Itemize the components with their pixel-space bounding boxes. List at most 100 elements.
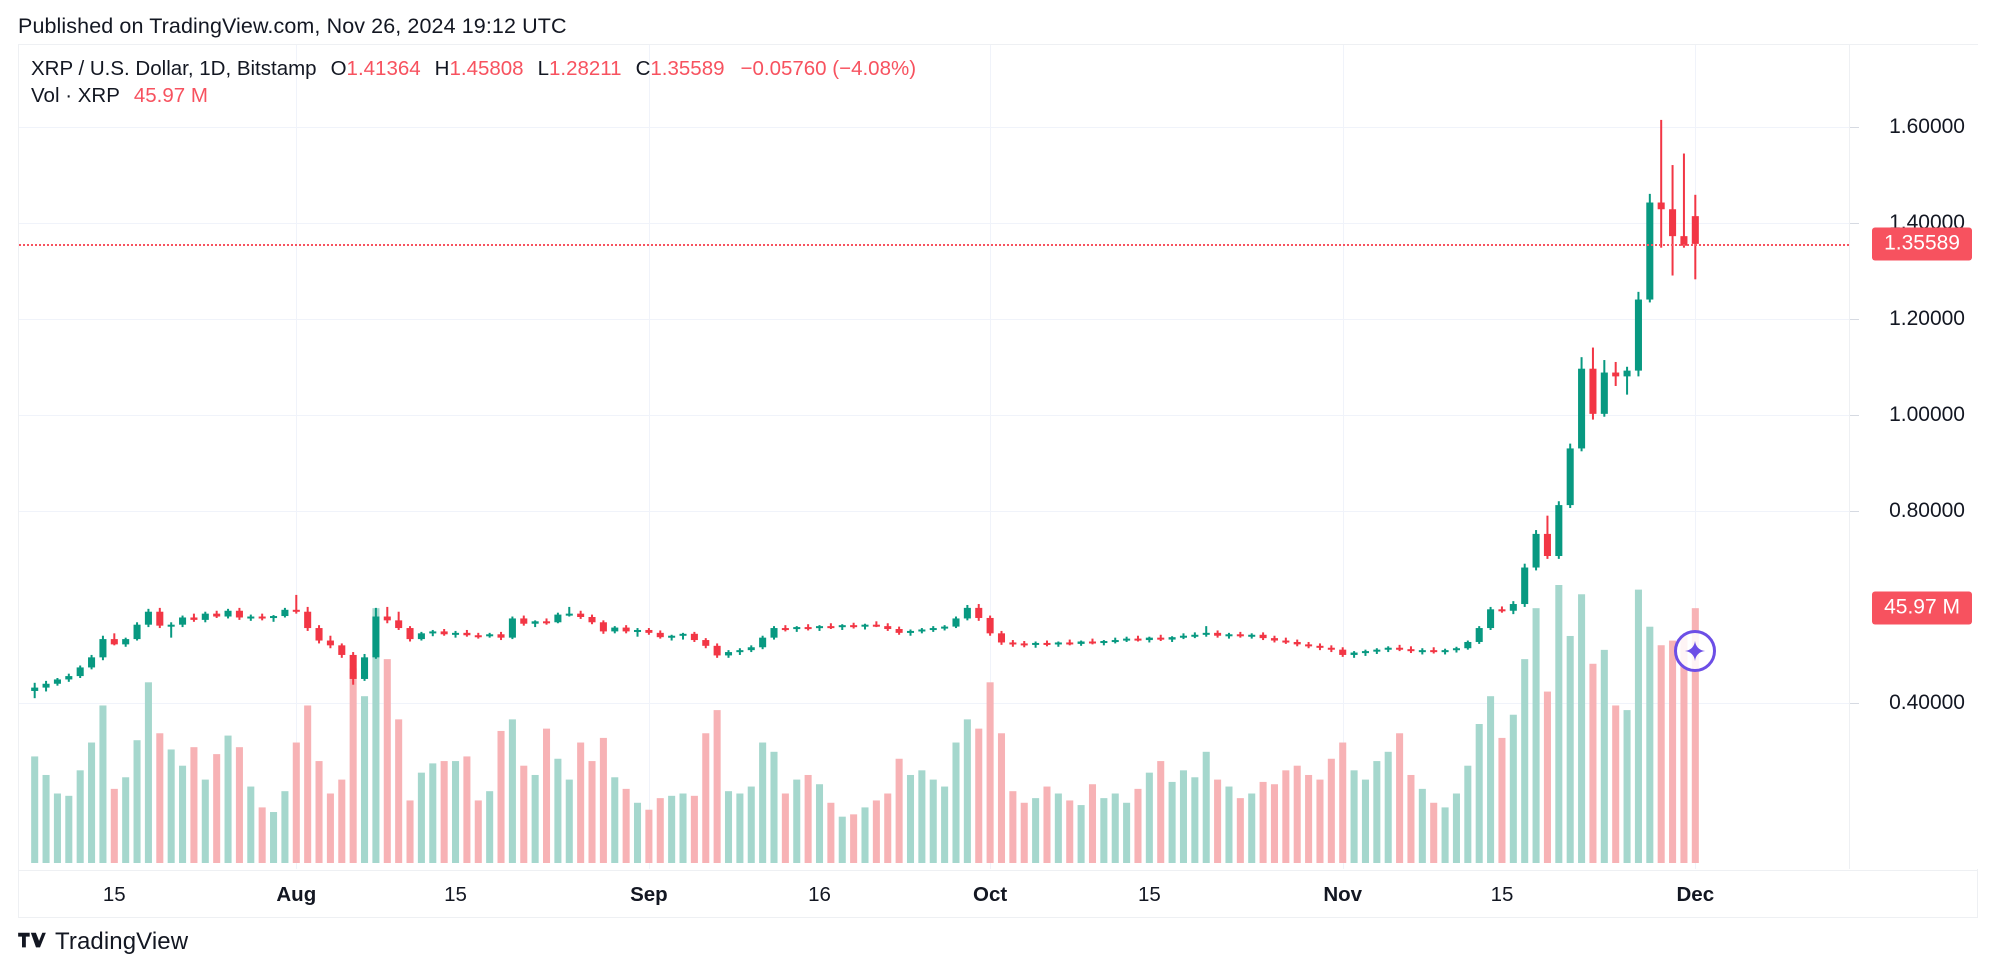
candle-body: [156, 611, 164, 626]
candle-body: [281, 609, 289, 617]
volume-bar: [724, 791, 733, 863]
last-volume-badge[interactable]: 45.97 M: [1872, 591, 1972, 625]
candle-body: [1179, 635, 1187, 638]
time-axis-tick: 15: [1490, 883, 1514, 906]
price-axis-tick: 1.60000: [1850, 115, 1979, 139]
volume-bar: [315, 761, 323, 863]
candle-body: [690, 633, 698, 641]
volume-bar: [815, 784, 824, 863]
volume-bar: [1623, 710, 1631, 863]
candle-body: [497, 634, 505, 638]
candle-body: [963, 607, 971, 619]
candle-body: [508, 618, 516, 638]
candle-body: [1566, 448, 1574, 506]
volume-bar: [679, 793, 687, 863]
volume-bar: [577, 742, 585, 863]
candle-body: [270, 616, 278, 619]
volume-bar: [520, 765, 528, 863]
volume-bar: [179, 765, 187, 863]
volume-bar: [736, 793, 744, 863]
candle-body: [452, 632, 460, 635]
candle-body: [1054, 642, 1062, 645]
volume-bar: [1214, 779, 1222, 863]
volume-bar: [1418, 788, 1426, 863]
candle-wick: [682, 632, 685, 640]
volume-bar: [338, 779, 346, 863]
published-caption: Published on TradingView.com, Nov 26, 20…: [18, 14, 567, 38]
volume-bar: [1088, 784, 1097, 863]
candle-body: [1464, 641, 1472, 649]
candle-body: [1236, 634, 1244, 637]
candle-body: [1418, 650, 1426, 653]
volume-bar: [1293, 765, 1301, 863]
gridline-horizontal: [19, 223, 1849, 224]
volume-bar: [997, 733, 1006, 863]
candle-body: [42, 683, 50, 688]
volume-bar: [770, 751, 778, 863]
candle-body: [815, 626, 824, 629]
candle-body: [850, 625, 858, 628]
volume-bar: [76, 770, 84, 863]
candle-body: [793, 627, 801, 630]
candle-body: [88, 657, 96, 668]
volume-bar: [372, 608, 380, 863]
volume-bar: [531, 774, 539, 863]
volume-bar: [1589, 663, 1597, 863]
candle-body: [1157, 637, 1165, 640]
volume-bar: [304, 705, 312, 863]
candle-body: [326, 640, 334, 646]
time-axis[interactable]: 15 Aug 15 Sep 16 Oct 15 Nov 15 Dec: [18, 870, 1978, 918]
candle-body: [429, 631, 437, 634]
volume-bar: [156, 733, 164, 863]
candle-body: [633, 629, 642, 632]
gridline-vertical: [1343, 45, 1344, 869]
candle-body: [1373, 649, 1381, 652]
candle-body: [747, 647, 755, 651]
time-axis-tick: Aug: [276, 883, 317, 906]
sparkle-icon[interactable]: [1674, 630, 1717, 672]
candle-wick: [295, 594, 298, 614]
volume-bar: [452, 761, 460, 863]
chart-frame: 1.60000 1.40000 1.20000 1.00000 0.80000 0.400…: [18, 44, 1978, 870]
plot-area[interactable]: [19, 45, 1849, 869]
volume-bar: [963, 719, 971, 863]
footer-branding: TradingView: [18, 928, 188, 956]
volume-bar: [622, 788, 630, 863]
last-price-badge[interactable]: 1.35589: [1872, 227, 1972, 261]
volume-bar: [440, 761, 448, 863]
volume-bar: [1657, 645, 1665, 863]
volume-bar: [918, 770, 926, 863]
volume-bar: [633, 802, 642, 863]
candle-body: [179, 617, 187, 625]
time-axis-tick: Dec: [1676, 883, 1715, 906]
volume-bar: [1498, 737, 1506, 863]
volume-bar: [1100, 798, 1108, 863]
candle-body: [122, 639, 130, 645]
candle-body: [1407, 649, 1415, 652]
candle-body: [1145, 637, 1153, 641]
volume-bar: [474, 800, 482, 863]
candle-body: [554, 614, 562, 623]
volume-bar: [1259, 781, 1267, 863]
price-axis[interactable]: 1.60000 1.40000 1.20000 1.00000 0.80000 0.400…: [1849, 45, 1978, 869]
candle-body: [235, 610, 243, 618]
volume-bar: [201, 779, 209, 863]
candle-body: [1441, 650, 1449, 653]
time-axis-tick: Sep: [630, 883, 668, 906]
volume-bar: [543, 728, 551, 863]
volume-bar: [1680, 635, 1688, 863]
volume-bar: [1305, 774, 1313, 863]
candle-body: [372, 616, 380, 658]
volume-bar: [1634, 589, 1642, 863]
candle-body: [724, 652, 733, 656]
volume-bar: [759, 742, 767, 863]
candle-body: [1350, 652, 1358, 655]
candle-body: [622, 627, 630, 632]
volume-bar: [1077, 805, 1085, 863]
candle-body: [1396, 647, 1404, 650]
volume-bar: [1543, 691, 1551, 863]
candle-body: [1168, 637, 1176, 640]
volume-bar: [1669, 640, 1677, 863]
volume-bar: [281, 791, 289, 863]
volume-bar: [99, 705, 107, 863]
